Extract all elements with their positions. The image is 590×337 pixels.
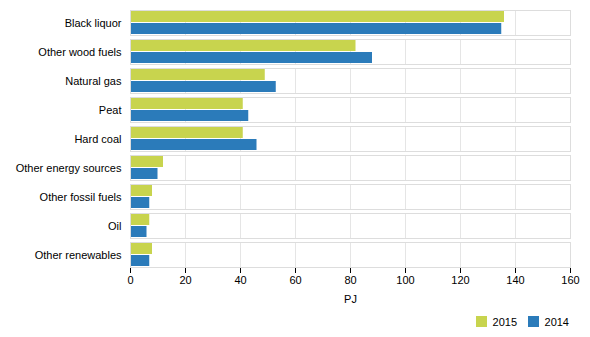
svg-text:Other renewables: Other renewables xyxy=(35,249,122,261)
svg-text:Other fossil fuels: Other fossil fuels xyxy=(40,191,122,203)
svg-text:Other wood fuels: Other wood fuels xyxy=(38,46,122,58)
svg-text:60: 60 xyxy=(289,274,301,286)
html-text:2015: 2015 xyxy=(492,315,517,328)
svg-text:160: 160 xyxy=(561,274,579,286)
svg-text:40: 40 xyxy=(234,274,246,286)
svg-text:PJ: PJ xyxy=(344,293,357,305)
svg-text:20: 20 xyxy=(179,274,191,286)
svg-text:100: 100 xyxy=(396,274,414,286)
svg-text:80: 80 xyxy=(344,274,356,286)
svg-text:Natural gas: Natural gas xyxy=(65,75,122,87)
svg-text:0: 0 xyxy=(127,274,133,286)
svg-text:120: 120 xyxy=(451,274,469,286)
svg-text:Peat: Peat xyxy=(99,104,122,116)
html-text:2014: 2014 xyxy=(544,315,569,328)
svg-text:Black liquor: Black liquor xyxy=(65,17,122,29)
svg-text:Oil: Oil xyxy=(108,220,121,232)
svg-text:140: 140 xyxy=(506,274,524,286)
svg-text:Hard coal: Hard coal xyxy=(74,133,121,145)
svg-text:Other energy sources: Other energy sources xyxy=(16,162,122,174)
